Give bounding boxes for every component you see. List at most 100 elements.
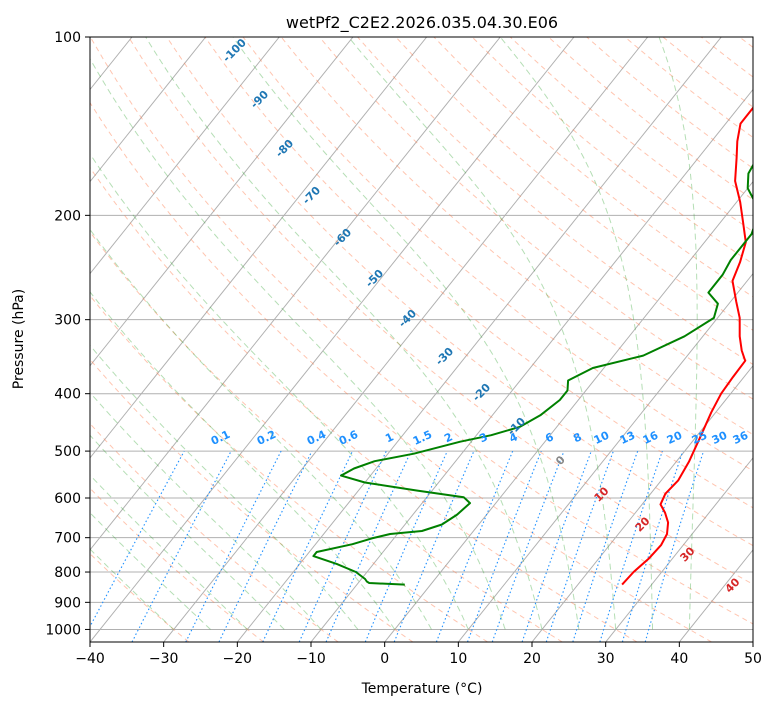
isotherm-gridline [90,37,575,642]
dry-adiabat [90,101,712,642]
dry-adiabat [471,37,753,265]
y-tick-label: 500 [54,444,81,460]
y-tick-label: 700 [54,531,81,547]
mixing-ratio-label: 6 [543,430,556,445]
moist-adiabat [348,37,617,630]
dry-adiabat-label: -100 [220,36,249,65]
plot-area: -100-90-80-70-60-50-40-30-20-10010203040… [0,36,753,642]
dry-adiabat-label: -30 [433,345,456,368]
isotherm-gridline [90,37,501,551]
mixing-ratio-line [364,450,448,642]
grid-layer [0,37,753,642]
isotherm-gridline [163,37,649,642]
x-axis: −40 −30 −20 −10 0 10 20 30 40 50 [75,642,762,667]
plot-frame [89,36,754,643]
dry-adiabat-label: -20 [470,381,493,404]
x-tick-label: −10 [296,651,326,667]
dry-adiabat-label: 0 [553,453,568,468]
x-tick-label: 40 [670,651,688,667]
mixing-ratio-line [599,450,663,642]
x-tick-label: 50 [744,651,762,667]
moist-adiabat [658,37,698,630]
moist-adiabat [90,548,175,630]
y-tick-label: 400 [54,387,81,403]
dry-adiabat [90,358,414,642]
moist-adiabat [90,391,322,630]
dry-adiabat-label: -60 [331,226,354,249]
dry-adiabat [90,166,638,642]
dry-adiabat [739,37,753,48]
dry-adiabat [90,37,753,625]
mixing-ratio-line [521,450,592,642]
mixing-ratio-line [435,450,514,642]
temperature-profile-line [621,106,753,586]
x-tick-label: 10 [449,651,467,667]
y-axis: 1000 900 800 700 600 500 400 300 200 100 [45,30,90,638]
y-tick-label: 600 [54,491,81,507]
mixing-ratio-label: 0.4 [305,428,328,448]
moist-adiabat [145,37,543,630]
moist-adiabat [232,37,580,630]
isotherm-gridline [236,37,722,642]
dry-adiabat [128,37,753,585]
mixing-ratio-line [325,450,412,642]
mixing-ratio-line [393,450,475,642]
dry-adiabat-label: 40 [723,575,743,595]
moist-adiabat [90,228,432,630]
y-tick-label: 300 [54,313,81,329]
moist-adiabat [499,37,653,630]
moist-adiabat [90,511,211,630]
moist-adiabat [90,291,396,630]
isotherm-gridline [0,37,58,642]
isotherm-gridline [531,364,753,642]
mixing-ratio-line [131,450,232,642]
dry-adiabat [509,37,753,233]
dry-adiabat [90,294,488,642]
background-lines [90,37,753,642]
x-tick-label: −20 [223,651,253,667]
dry-adiabat-label: -80 [273,137,296,160]
isotherm-gridline [310,88,753,642]
y-tick-label: 200 [54,208,81,224]
mixing-ratio-label: 10 [592,429,612,447]
x-axis-label: Temperature (°C) [361,681,483,697]
mixing-ratio-line [90,450,185,628]
dry-adiabat [204,37,753,509]
mixing-ratio-line [545,450,614,642]
y-axis-label: Pressure (hPa) [11,289,27,389]
dewpoint-profile-line [312,163,753,586]
isotherm-gridline [752,641,753,642]
mixing-ratio-label: 20 [665,429,685,447]
mixing-ratio-label: 16 [641,429,661,447]
mixing-ratio-label: 1.5 [411,428,434,448]
mixing-ratio-line [621,450,684,642]
moist-adiabat [90,434,285,630]
isotherm-gridline [457,272,753,642]
dry-adiabat [90,487,264,642]
mixing-ratio-label: 30 [710,429,730,447]
isopleth-labels: -100-90-80-70-60-50-40-30-20-10010203040… [209,36,751,596]
mixing-ratio-label: 25 [690,429,709,447]
x-tick-label: −40 [75,651,105,667]
mixing-ratio-line [572,450,639,642]
dry-adiabat-label: -50 [363,267,386,290]
chart-title: wetPf2_C2E2.2026.035.04.30.E06 [286,13,558,33]
y-tick-label: 900 [54,595,81,611]
moist-adiabat [90,474,248,630]
series-layer [312,106,753,586]
y-tick-label: 800 [54,565,81,581]
y-tick-label: 1000 [45,622,81,638]
mixing-ratio-label: 13 [618,429,637,447]
isotherm-gridline [90,37,280,275]
x-tick-label: −30 [149,651,179,667]
dry-adiabat-label: -70 [300,184,323,207]
dry-adiabat [90,231,563,642]
mixing-ratio-label: 36 [731,429,751,447]
dry-adiabat [700,37,753,78]
mixing-ratio-label: 3 [477,430,489,445]
mixing-ratio-label: 8 [571,430,583,445]
moist-adiabat [90,57,506,630]
isotherm-gridline [384,180,753,642]
x-tick-label: 20 [523,651,541,667]
